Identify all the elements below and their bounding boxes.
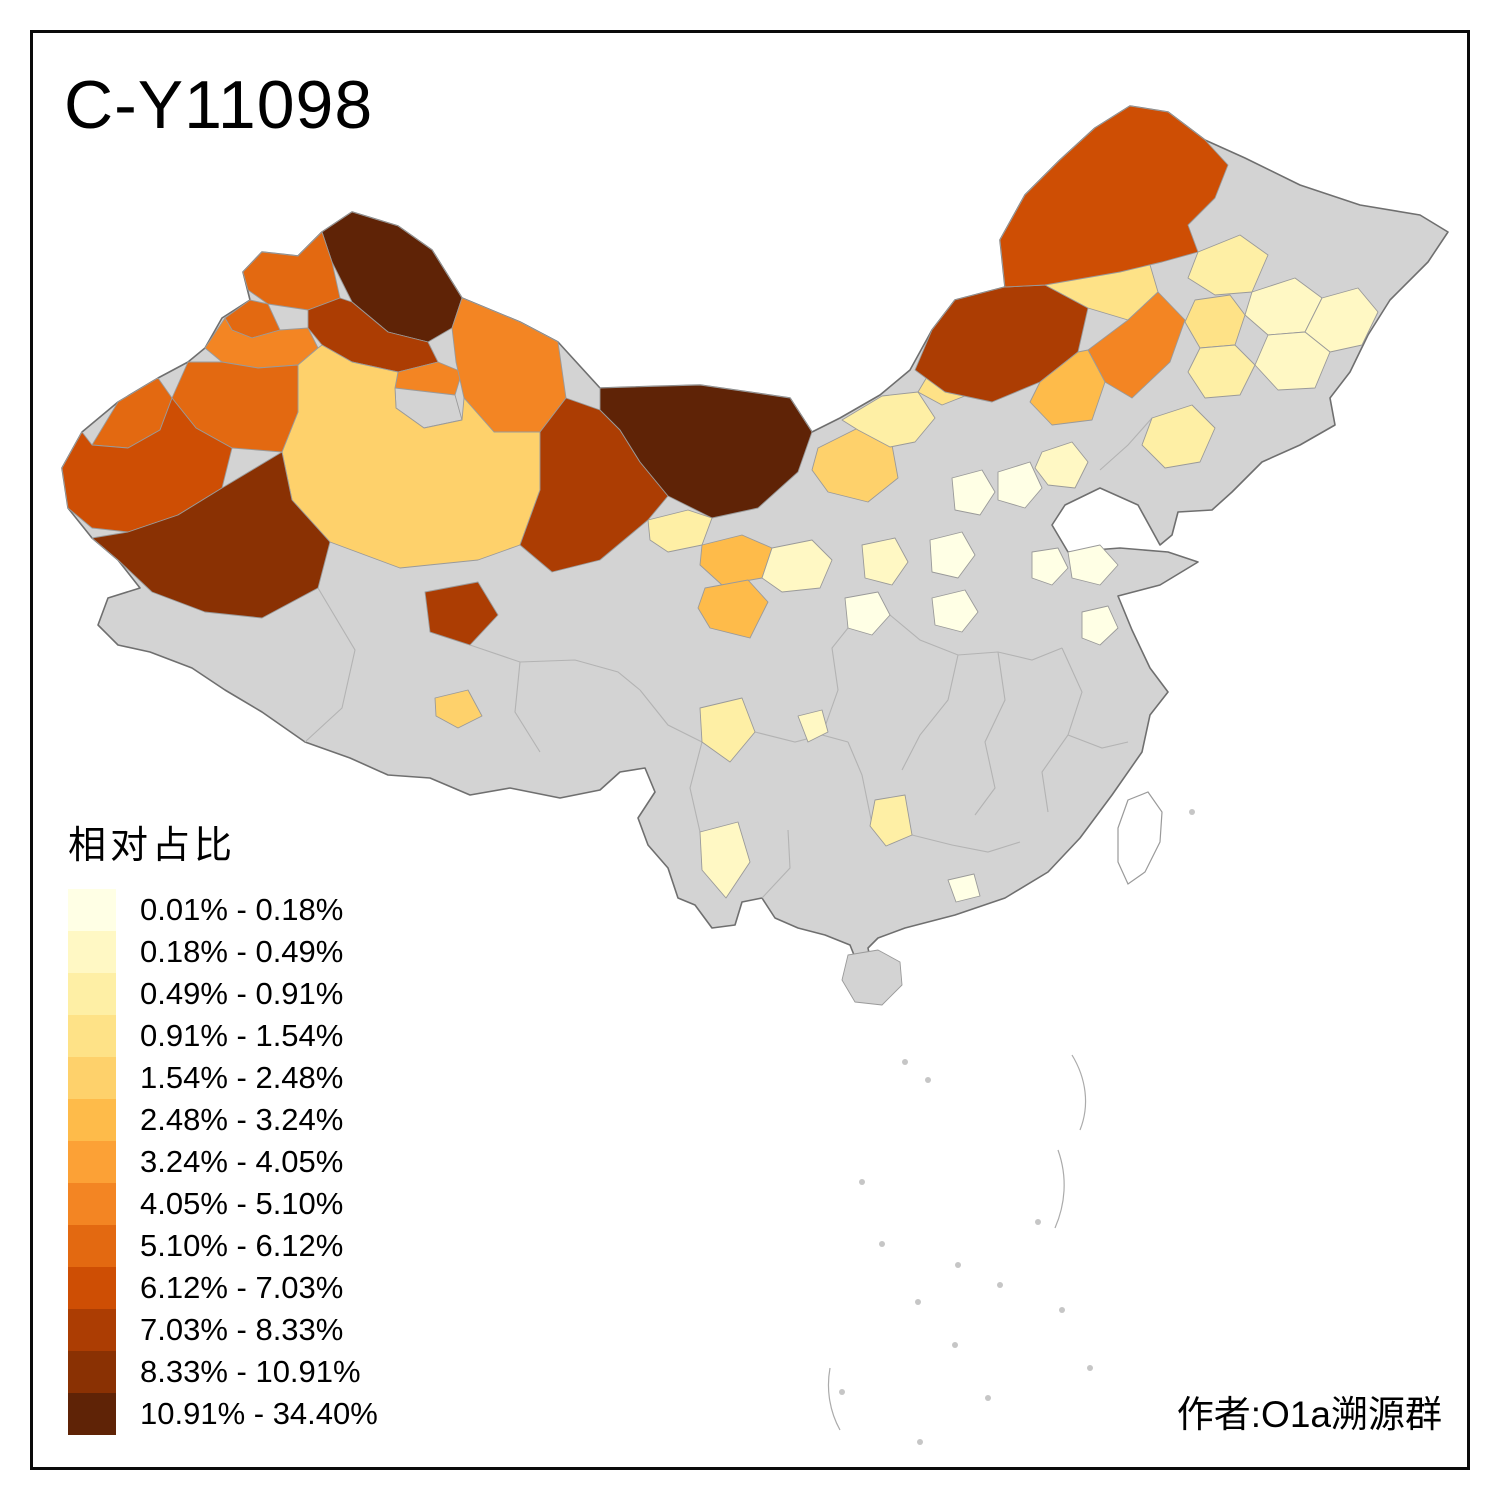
region-hotan <box>91 451 331 619</box>
legend-label: 0.49% - 0.91% <box>140 976 344 1011</box>
legend-swatch <box>68 1183 116 1225</box>
region-shanxi-south <box>929 531 976 579</box>
legend-row: 10.91% - 34.40% <box>68 1393 378 1435</box>
legend-label: 3.24% - 4.05% <box>140 1144 344 1179</box>
colored-regions <box>61 105 1379 1006</box>
legend-swatch <box>68 889 116 931</box>
region-sichuan-south <box>797 709 829 743</box>
legend-swatch <box>68 1225 116 1267</box>
legend-label: 0.91% - 1.54% <box>140 1018 344 1053</box>
region-shandong-west <box>1081 605 1119 646</box>
region-hebei-south <box>1031 547 1069 586</box>
region-jiuquan <box>519 397 669 573</box>
legend: 相对占比 0.01% - 0.18% 0.18% - 0.49% 0.49% - 0… <box>68 814 378 1435</box>
legend-row: 8.33% - 10.91% <box>68 1351 378 1393</box>
region-liaoning-west <box>1141 404 1216 469</box>
legend-swatch <box>68 1393 116 1435</box>
legend-row: 0.18% - 0.49% <box>68 931 378 973</box>
region-haixi <box>424 581 499 646</box>
legend-swatch <box>68 931 116 973</box>
legend-swatch <box>68 973 116 1015</box>
region-alxa <box>599 384 813 519</box>
legend-items: 0.01% - 0.18% 0.18% - 0.49% 0.49% - 0.91% 0… <box>68 889 378 1435</box>
province-boundaries <box>304 417 1153 899</box>
legend-row: 1.54% - 2.48% <box>68 1057 378 1099</box>
region-jilin-east <box>1254 331 1331 391</box>
region-tacheng <box>242 231 341 311</box>
legend-label: 2.48% - 3.24% <box>140 1102 344 1137</box>
region-shandong <box>1067 544 1119 586</box>
region-guizhou <box>869 794 913 847</box>
page-title: C-Y11098 <box>64 67 374 143</box>
legend-swatch <box>68 1057 116 1099</box>
region-taiwan <box>1117 791 1163 885</box>
legend-swatch <box>68 1267 116 1309</box>
legend-label: 0.18% - 0.49% <box>140 934 344 969</box>
legend-label: 4.05% - 5.10% <box>140 1186 344 1221</box>
legend-swatch <box>68 1099 116 1141</box>
legend-row: 5.10% - 6.12% <box>68 1225 378 1267</box>
attribution-text: 作者:O1a溯源群 <box>1176 1394 1442 1435</box>
region-hainan <box>841 949 903 1006</box>
region-guangxi <box>947 873 981 903</box>
legend-row: 7.03% - 8.33% <box>68 1309 378 1351</box>
region-hebei <box>997 461 1043 509</box>
legend-label: 0.01% - 0.18% <box>140 892 344 927</box>
legend-row: 0.01% - 0.18% <box>68 889 378 931</box>
region-hulunbuir <box>999 105 1229 288</box>
region-ordos <box>841 391 936 448</box>
legend-label: 8.33% - 10.91% <box>140 1354 361 1389</box>
legend-title: 相对占比 <box>68 825 237 867</box>
legend-label: 6.12% - 7.03% <box>140 1270 344 1305</box>
region-tongliao <box>1087 291 1186 399</box>
legend-row: 3.24% - 4.05% <box>68 1141 378 1183</box>
region-chifeng <box>1029 349 1106 426</box>
legend-swatch <box>68 1141 116 1183</box>
legend-label: 7.03% - 8.33% <box>140 1312 344 1347</box>
legend-row: 4.05% - 5.10% <box>68 1183 378 1225</box>
region-tibet-center <box>434 689 483 729</box>
legend-row: 0.91% - 1.54% <box>68 1015 378 1057</box>
region-yunnan-west <box>699 821 751 899</box>
plot-frame <box>30 30 1470 1470</box>
legend-label: 10.91% - 34.40% <box>140 1396 378 1431</box>
region-beijing <box>1034 441 1089 489</box>
region-shanxi-north <box>951 469 996 516</box>
legend-swatch <box>68 1309 116 1351</box>
region-shaanxi-mid <box>844 591 891 636</box>
region-gannan <box>697 579 769 639</box>
legend-label: 5.10% - 6.12% <box>140 1228 344 1263</box>
region-lanzhou-east <box>761 539 833 593</box>
region-henan <box>931 589 979 633</box>
south-china-sea-islands <box>827 809 1195 1445</box>
legend-swatch <box>68 1351 116 1393</box>
region-garze <box>699 697 756 763</box>
legend-row: 0.49% - 0.91% <box>68 973 378 1015</box>
legend-label: 1.54% - 2.48% <box>140 1060 344 1095</box>
region-shaanxi-north <box>861 537 909 586</box>
legend-swatch <box>68 1015 116 1057</box>
legend-row: 6.12% - 7.03% <box>68 1267 378 1309</box>
region-changchun <box>1187 344 1256 399</box>
legend-row: 2.48% - 3.24% <box>68 1099 378 1141</box>
